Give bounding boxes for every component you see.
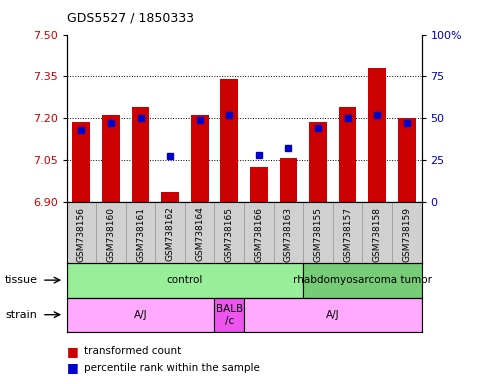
Text: GSM738160: GSM738160 xyxy=(106,207,115,262)
Text: control: control xyxy=(167,275,203,285)
Bar xyxy=(244,298,422,332)
Bar xyxy=(309,122,327,202)
Text: GSM738157: GSM738157 xyxy=(343,207,352,262)
Bar xyxy=(67,263,303,298)
Text: GSM738159: GSM738159 xyxy=(402,207,411,262)
Bar xyxy=(191,115,209,202)
Bar xyxy=(67,298,214,332)
Text: A/J: A/J xyxy=(326,310,340,320)
Text: transformed count: transformed count xyxy=(84,346,181,356)
Bar xyxy=(303,263,422,298)
Text: GSM738162: GSM738162 xyxy=(166,207,175,262)
Text: GSM738161: GSM738161 xyxy=(136,207,145,262)
Text: tissue: tissue xyxy=(5,275,38,285)
Text: GSM738163: GSM738163 xyxy=(284,207,293,262)
Text: GSM738158: GSM738158 xyxy=(373,207,382,262)
Text: strain: strain xyxy=(5,310,37,320)
Text: GSM738156: GSM738156 xyxy=(77,207,86,262)
Text: ■: ■ xyxy=(67,345,78,358)
Text: A/J: A/J xyxy=(134,310,147,320)
Bar xyxy=(368,68,386,202)
Text: GSM738155: GSM738155 xyxy=(314,207,322,262)
Text: GSM738165: GSM738165 xyxy=(225,207,234,262)
Text: GDS5527 / 1850333: GDS5527 / 1850333 xyxy=(67,12,194,25)
Bar xyxy=(250,167,268,202)
Text: rhabdomyosarcoma tumor: rhabdomyosarcoma tumor xyxy=(293,275,432,285)
Text: BALB
/c: BALB /c xyxy=(215,304,243,326)
Text: ■: ■ xyxy=(67,361,78,374)
Bar xyxy=(214,298,244,332)
Bar xyxy=(280,159,297,202)
Bar xyxy=(102,115,120,202)
Bar xyxy=(220,79,238,202)
Text: GSM738166: GSM738166 xyxy=(254,207,263,262)
Bar xyxy=(161,192,179,202)
Bar xyxy=(339,107,356,202)
Bar xyxy=(398,118,416,202)
Bar xyxy=(72,122,90,202)
Bar xyxy=(132,107,149,202)
Text: percentile rank within the sample: percentile rank within the sample xyxy=(84,363,260,373)
Text: GSM738164: GSM738164 xyxy=(195,207,204,262)
